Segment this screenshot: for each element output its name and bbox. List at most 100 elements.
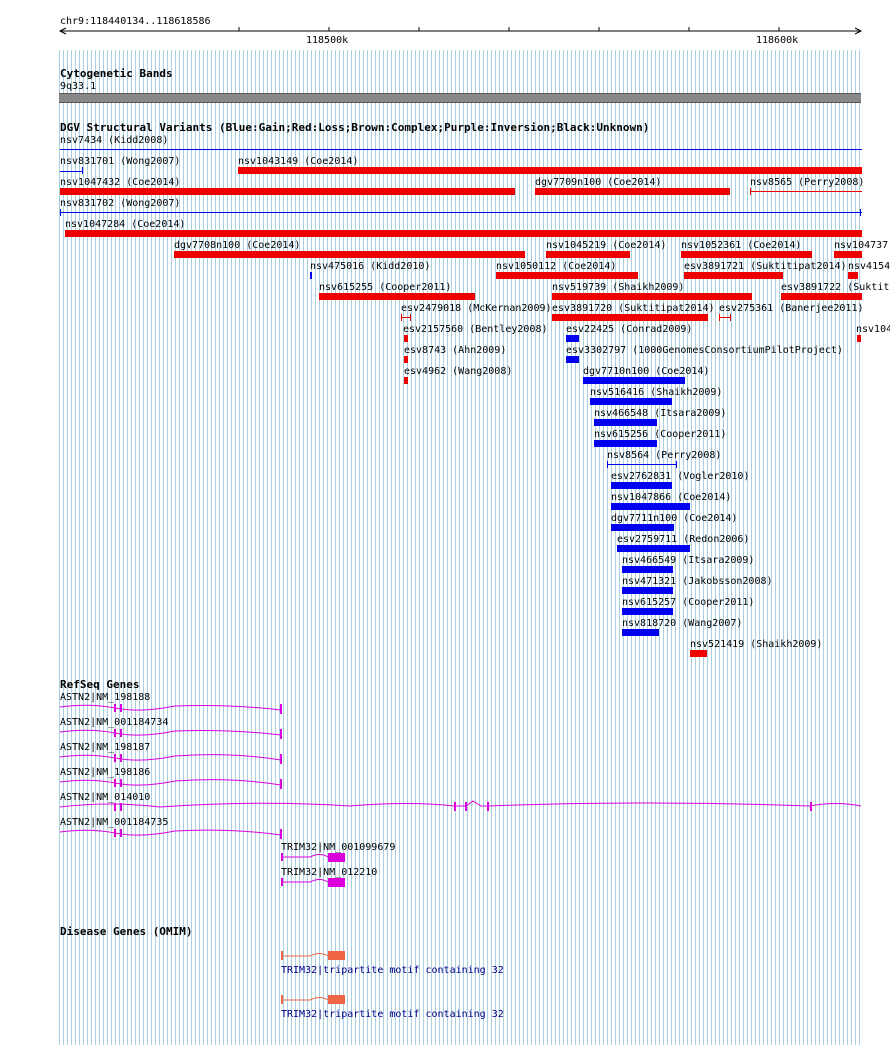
variant-label[interactable]: nsv521419 (Shaikh2009) <box>690 639 823 650</box>
variant-label[interactable]: nsv1047284 (Coe2014) <box>65 219 186 230</box>
variant-bar[interactable] <box>750 191 862 192</box>
variant-bar[interactable] <box>622 608 673 615</box>
omim-track-title[interactable]: Disease Genes (OMIM) <box>60 925 193 938</box>
variant-label[interactable]: nsv1052361 (Coe2014) <box>681 240 802 251</box>
cytoband-bar[interactable] <box>59 93 861 103</box>
variant-label[interactable]: nsv516416 (Shaikh2009) <box>590 387 723 398</box>
variant-label[interactable]: nsv1047432 (Coe2014) <box>60 177 181 188</box>
variant-bar[interactable] <box>611 503 690 510</box>
variant-bar[interactable] <box>174 251 525 258</box>
variant-label[interactable]: esv2759711 (Redon2006) <box>617 534 750 545</box>
variant-label[interactable]: esv3891720 (Suktitipat2014) <box>552 303 715 314</box>
variant-label[interactable]: nsv466549 (Itsara2009) <box>622 555 755 566</box>
variant-bar[interactable] <box>607 464 677 465</box>
variant-bar[interactable] <box>65 230 862 237</box>
variant-label[interactable]: nsv475016 (Kidd2010) <box>310 261 431 272</box>
variant-label[interactable]: esv3891721 (Suktitipat2014) <box>684 261 847 272</box>
variant-label[interactable]: nsv466548 (Itsara2009) <box>594 408 727 419</box>
variant-label[interactable]: dgv7708n100 (Coe2014) <box>174 240 301 251</box>
variant-bar[interactable] <box>496 272 638 279</box>
omim-gene-label[interactable]: TRIM32|tripartite motif containing 32 <box>281 965 504 976</box>
gene-label[interactable]: ASTN2|NM_198188 <box>60 692 151 703</box>
variant-label[interactable]: nsv8565 (Perry2008) <box>750 177 865 188</box>
variant-bar[interactable] <box>404 377 408 384</box>
variant-label[interactable]: nsv615255 (Cooper2011) <box>319 282 452 293</box>
variant-bar[interactable] <box>611 482 672 489</box>
variant-bar[interactable] <box>60 149 862 150</box>
variant-label[interactable]: esv275361 (Banerjee2011) <box>719 303 864 314</box>
variant-label[interactable]: esv4962 (Wang2008) <box>404 366 513 377</box>
variant-label[interactable]: nsv104 <box>856 324 890 335</box>
variant-label[interactable]: nsv7434 (Kidd2008) <box>60 135 169 146</box>
gene-label[interactable]: TRIM32|NM_012210 <box>281 867 378 878</box>
variant-label[interactable]: nsv104737( <box>834 240 890 251</box>
variant-bar[interactable] <box>848 272 858 279</box>
variant-label[interactable]: esv3891722 (Suktit <box>781 282 890 293</box>
variant-label[interactable]: dgv7711n100 (Coe2014) <box>611 513 738 524</box>
omim-gene-label[interactable]: TRIM32|tripartite motif containing 32 <box>281 1009 504 1020</box>
variant-bar[interactable] <box>684 272 783 279</box>
variant-bar[interactable] <box>310 272 312 279</box>
variant-bar[interactable] <box>617 545 690 552</box>
variant-label[interactable]: dgv7710n100 (Coe2014) <box>583 366 710 377</box>
variant-label[interactable]: nsv831701 (Wong2007) <box>60 156 181 167</box>
variant-bar[interactable] <box>583 377 685 384</box>
variant-bar[interactable] <box>781 293 862 300</box>
variant-bar[interactable] <box>622 587 673 594</box>
variant-bar[interactable] <box>594 440 657 447</box>
variant-bar[interactable] <box>857 335 861 342</box>
variant-label[interactable]: nsv818720 (Wang2007) <box>622 618 743 629</box>
variant-label[interactable]: nsv831702 (Wong2007) <box>60 198 181 209</box>
gene-label[interactable]: TRIM32|NM_001099679 <box>281 842 396 853</box>
variant-bar[interactable] <box>622 629 659 636</box>
variant-label[interactable]: nsv1043149 (Coe2014) <box>238 156 359 167</box>
variant-bar[interactable] <box>681 251 812 258</box>
variant-bar[interactable] <box>60 212 862 213</box>
gene-label[interactable]: ASTN2|NM_198186 <box>60 767 151 778</box>
refseq-track-title[interactable]: RefSeq Genes <box>60 678 140 691</box>
variant-bar[interactable] <box>60 188 515 195</box>
variant-bar[interactable] <box>690 650 707 657</box>
variant-bar[interactable] <box>594 419 657 426</box>
variant-bar[interactable] <box>566 356 579 363</box>
variant-bar[interactable] <box>401 317 411 318</box>
variant-bar[interactable] <box>535 188 730 195</box>
gene-label[interactable]: ASTN2|NM_001184734 <box>60 717 169 728</box>
variant-bar[interactable] <box>611 524 674 531</box>
variant-label[interactable]: nsv1045219 (Coe2014) <box>546 240 667 251</box>
cytoband-track-title[interactable]: Cytogenetic Bands <box>60 67 173 80</box>
variant-label[interactable]: nsv615257 (Cooper2011) <box>622 597 755 608</box>
variant-label[interactable]: nsv8564 (Perry2008) <box>607 450 722 461</box>
variant-bar[interactable] <box>622 566 673 573</box>
variant-label[interactable]: nsv4154 <box>848 261 890 272</box>
variant-bar[interactable] <box>552 293 752 300</box>
variant-label[interactable]: esv3302797 (1000GenomesConsortiumPilotPr… <box>566 345 843 356</box>
variant-label[interactable]: nsv471321 (Jakobsson2008) <box>622 576 773 587</box>
variant-label[interactable]: nsv615256 (Cooper2011) <box>594 429 727 440</box>
variant-bar[interactable] <box>552 314 708 321</box>
dgv-track-title[interactable]: DGV Structural Variants (Blue:Gain;Red:L… <box>60 121 650 134</box>
variant-bar[interactable] <box>834 251 862 258</box>
variant-bar[interactable] <box>238 167 862 174</box>
gene-label[interactable]: ASTN2|NM_198187 <box>60 742 151 753</box>
gene-label[interactable]: ASTN2|NM_014010 <box>60 792 151 803</box>
variant-label[interactable]: esv22425 (Conrad2009) <box>566 324 693 335</box>
variant-bar[interactable] <box>319 293 475 300</box>
variant-bar[interactable] <box>404 335 408 342</box>
variant-label[interactable]: esv2157560 (Bentley2008) <box>403 324 548 335</box>
variant-bar[interactable] <box>590 398 672 405</box>
variant-label[interactable]: nsv519739 (Shaikh2009) <box>552 282 685 293</box>
variant-label[interactable]: nsv1050112 (Coe2014) <box>496 261 617 272</box>
variant-bar[interactable] <box>404 356 408 363</box>
variant-bar[interactable] <box>60 171 83 172</box>
variant-label[interactable]: dgv7709n100 (Coe2014) <box>535 177 662 188</box>
variant-bar[interactable] <box>546 251 630 258</box>
variant-bar[interactable] <box>566 335 579 342</box>
variant-label[interactable]: esv2762831 (Vogler2010) <box>611 471 750 482</box>
gene-label[interactable]: ASTN2|NM_001184735 <box>60 817 169 828</box>
variant-bar[interactable] <box>719 317 731 318</box>
variant-label[interactable]: esv8743 (Ahn2009) <box>404 345 507 356</box>
variant-label[interactable]: esv2479018 (McKernan2009) <box>401 303 552 314</box>
